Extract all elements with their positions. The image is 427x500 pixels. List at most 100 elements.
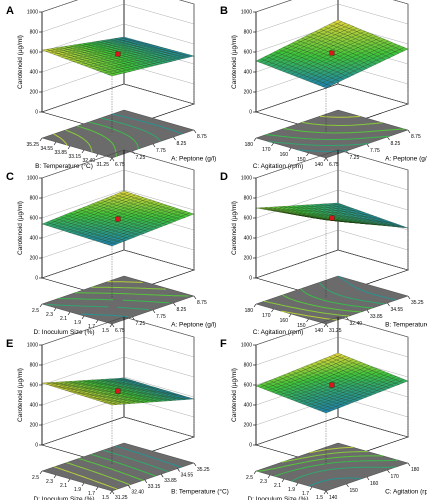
x-axis-title: A: Peptone (g/l) bbox=[171, 322, 216, 329]
contour-line bbox=[54, 466, 118, 490]
z-gridline bbox=[41, 189, 195, 219]
contour-line bbox=[337, 275, 397, 301]
z-tick-label: 0 bbox=[249, 110, 252, 116]
x-tick-label: 8.25 bbox=[391, 141, 401, 147]
z-tick-label: 400 bbox=[244, 236, 253, 242]
panel-c: 0 200 400 600 800 1000 Carotenoid (µg/ml) 6.75 7… bbox=[6, 149, 216, 336]
y-tick-mark bbox=[53, 474, 57, 479]
contour-line bbox=[274, 459, 399, 477]
x-tick-label: 170 bbox=[391, 474, 400, 480]
response-surface bbox=[255, 352, 409, 414]
x-tick-mark bbox=[111, 490, 115, 495]
z-tick-label: 600 bbox=[30, 216, 39, 222]
y-tick-mark bbox=[39, 303, 43, 308]
z-tick-label: 400 bbox=[244, 403, 253, 409]
y-tick-label: 1.7 bbox=[88, 491, 95, 497]
y-tick-label: 2.5 bbox=[32, 308, 39, 314]
y-tick-mark bbox=[53, 307, 57, 312]
contour-line bbox=[66, 462, 131, 486]
z-gridline bbox=[41, 356, 195, 386]
x-tick-label: 6.75 bbox=[115, 162, 125, 168]
z-gridline bbox=[255, 416, 409, 446]
contour-line bbox=[90, 453, 156, 477]
contour-line bbox=[74, 292, 189, 297]
z-tick-label: 400 bbox=[30, 403, 39, 409]
z-gridline bbox=[255, 149, 409, 179]
z-tick-label: 600 bbox=[30, 50, 39, 56]
x-tick-mark bbox=[193, 462, 197, 467]
contour-line bbox=[100, 117, 161, 142]
y-tick-label: 1.9 bbox=[74, 320, 81, 326]
x-tick-mark bbox=[193, 295, 197, 300]
y-tick-mark bbox=[39, 470, 43, 475]
y-tick-mark bbox=[39, 137, 43, 142]
y-tick-label: 180 bbox=[245, 142, 254, 148]
contour-floor bbox=[41, 442, 195, 492]
z-gridline bbox=[41, 83, 195, 113]
z-gridline bbox=[41, 376, 195, 406]
x-tick-label: 6.75 bbox=[115, 328, 125, 334]
response-surface bbox=[255, 19, 409, 89]
y-tick-mark bbox=[281, 478, 285, 483]
contour-line bbox=[300, 288, 373, 309]
x-tick-mark bbox=[173, 136, 176, 141]
contour-floor bbox=[255, 275, 409, 325]
z-tick-label: 1000 bbox=[27, 176, 38, 182]
z-gridline bbox=[41, 416, 195, 446]
panel-letter: D bbox=[220, 171, 228, 183]
z-gridline bbox=[255, 229, 409, 259]
contour-line bbox=[81, 313, 129, 318]
x-tick-label: 8.25 bbox=[177, 307, 187, 313]
z-tick-label: 800 bbox=[244, 363, 253, 369]
x-tick-label: 31.25 bbox=[115, 495, 128, 500]
x-tick-label: 8.75 bbox=[197, 300, 207, 306]
z-tick-label: 1000 bbox=[241, 10, 252, 16]
y-tick-label: 34.55 bbox=[40, 146, 53, 152]
y-tick-mark bbox=[95, 153, 99, 158]
y-tick-mark bbox=[306, 318, 309, 323]
y-tick-mark bbox=[295, 482, 299, 487]
y-tick-label: 2.1 bbox=[60, 316, 67, 322]
contour-line bbox=[265, 134, 390, 140]
z-tick-label: 1000 bbox=[241, 343, 252, 349]
response-surface bbox=[41, 36, 195, 77]
z-tick-label: 600 bbox=[244, 383, 253, 389]
y-tick-label: 140 bbox=[315, 328, 324, 334]
x-tick-label: 33.85 bbox=[370, 314, 383, 320]
z-tick-label: 800 bbox=[244, 196, 253, 202]
z-gridline bbox=[41, 23, 195, 53]
x-tick-mark bbox=[407, 129, 411, 134]
y-axis-title: B: Temperature (°C) bbox=[35, 162, 93, 170]
contour-line bbox=[91, 286, 166, 290]
y-tick-label: 32.40 bbox=[82, 158, 95, 164]
y-tick-label: 160 bbox=[280, 318, 289, 324]
contour-line bbox=[319, 115, 361, 118]
y-tick-mark bbox=[267, 474, 271, 479]
x-tick-mark bbox=[387, 302, 390, 307]
z-tick-label: 200 bbox=[244, 256, 253, 262]
y-tick-label: 31.25 bbox=[96, 162, 109, 168]
y-tick-label: 2.3 bbox=[46, 312, 53, 318]
x-tick-label: 8.75 bbox=[411, 134, 421, 140]
panel-letter: C bbox=[6, 171, 14, 183]
y-tick-mark bbox=[306, 152, 309, 157]
x-tick-mark bbox=[366, 476, 370, 481]
x-tick-mark bbox=[132, 316, 135, 321]
z-tick-label: 0 bbox=[249, 276, 252, 282]
z-tick-label: 600 bbox=[30, 383, 39, 389]
z-axis-title: Carotenoid (µg/ml) bbox=[17, 368, 24, 422]
x-tick-mark bbox=[177, 468, 180, 472]
z-axis-title: Carotenoid (µg/ml) bbox=[17, 201, 24, 255]
y-axis-title: D: Inoculum Size (%) bbox=[247, 496, 308, 500]
y-tick-label: 2.3 bbox=[260, 479, 267, 485]
x-tick-mark bbox=[111, 323, 115, 328]
z-tick-label: 600 bbox=[244, 50, 253, 56]
y-axis-title: D: Inoculum Size (%) bbox=[33, 496, 94, 500]
x-tick-mark bbox=[407, 295, 411, 300]
y-tick-mark bbox=[323, 490, 327, 495]
x-tick-label: 33.15 bbox=[148, 484, 161, 490]
x-tick-mark bbox=[152, 309, 156, 314]
y-tick-label: 1.9 bbox=[288, 487, 295, 493]
contour-line bbox=[283, 128, 405, 134]
y-tick-mark bbox=[109, 490, 113, 495]
